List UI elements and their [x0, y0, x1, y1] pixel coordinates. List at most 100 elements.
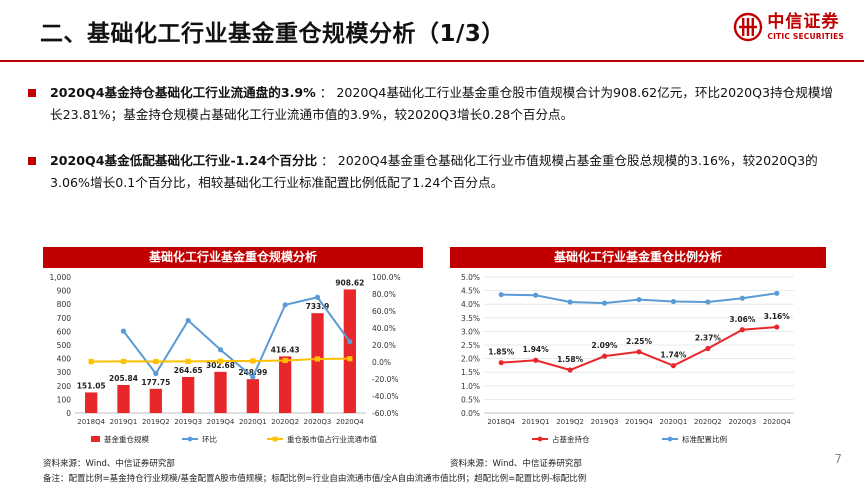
line-point	[153, 358, 159, 365]
y-tick-left: 500	[57, 341, 72, 350]
y-tick-left: 1,000	[50, 273, 72, 282]
bullet-2: 2020Q4基金低配基础化工行业-1.24个百分比 ： 2020Q4基金重仓基础…	[28, 150, 838, 194]
x-tick-label: 2020Q1	[660, 418, 688, 426]
bullet-2-lead: 2020Q4基金低配基础化工行业-1.24个百分比	[50, 153, 318, 168]
legend-marker	[537, 436, 543, 442]
line-point	[533, 292, 539, 298]
page-number: 7	[834, 452, 842, 466]
line-point	[567, 367, 573, 373]
chart-title-allocation: 基础化工行业基金重仓比例分析	[450, 247, 826, 268]
line-point	[739, 295, 745, 301]
bar	[214, 371, 227, 413]
legend-label: 环比	[202, 434, 217, 444]
y-tick-left: 100	[57, 395, 72, 404]
y-tick-right: 20.0%	[372, 341, 396, 350]
x-tick-label: 2019Q4	[625, 418, 653, 426]
bar-data-label: 205.84	[109, 374, 138, 383]
y-tick-label: 3.5%	[461, 314, 480, 323]
y-tick-right: -60.0%	[372, 409, 399, 418]
bar	[246, 379, 259, 413]
logo-cn-text: 中信证券	[767, 11, 840, 32]
line-point	[705, 345, 711, 352]
bullet-square-icon	[28, 89, 36, 97]
y-tick-label: 0.5%	[461, 395, 480, 404]
line-point	[217, 347, 224, 353]
x-tick-label: 2020Q4	[763, 418, 791, 426]
line-point	[314, 294, 321, 300]
y-tick-right: -40.0%	[372, 392, 399, 401]
line-point	[601, 300, 608, 306]
bar	[85, 392, 98, 413]
y-tick-label: 1.5%	[461, 368, 480, 377]
legend-label: 标准配置比例	[682, 434, 727, 444]
x-tick-label: 2020Q2	[694, 418, 722, 426]
y-tick-label: 0.0%	[461, 409, 480, 418]
line-point	[774, 324, 780, 330]
x-tick-label: 2019Q1	[522, 418, 550, 426]
legend-marker	[187, 436, 193, 442]
bullet-2-body: 2020Q4基金重仓基础化工行业市值规模占基金重仓股总规模的3.16%，较202…	[50, 153, 818, 190]
logo-en-text: CITIC SECURITIES	[767, 31, 844, 41]
bullet-1: 2020Q4基金持仓基础化工行业流通盘的3.9% ： 2020Q4基础化工行业基…	[28, 82, 838, 126]
line-point	[185, 317, 191, 324]
bar-data-label: 908.62	[335, 278, 364, 287]
data-label: 3.16%	[764, 312, 791, 321]
y-tick-label: 4.5%	[461, 287, 480, 296]
x-tick-label: 2018Q4	[77, 418, 105, 426]
data-label: 1.94%	[523, 345, 550, 354]
x-tick-label: 2019Q3	[591, 418, 619, 426]
bar-data-label: 177.75	[141, 378, 170, 387]
line-point	[498, 292, 504, 298]
chart-panel-fund-holdings: 基础化工行业基金重仓规模分析 0 100 200 300 400 500 600 700 800…	[43, 247, 423, 469]
x-tick-label: 2019Q4	[207, 418, 235, 426]
line-point	[314, 356, 321, 362]
x-tick-label: 2018Q4	[487, 418, 515, 426]
bar	[343, 289, 356, 413]
y-tick-right: 60.0%	[372, 307, 396, 316]
line-point	[185, 358, 191, 364]
line-point	[498, 360, 504, 366]
legend-swatch-bar	[91, 436, 100, 442]
y-tick-left: 600	[57, 327, 72, 336]
bar	[311, 313, 324, 413]
line-point	[282, 357, 288, 364]
line-point	[739, 327, 745, 333]
series-line-qoq	[122, 296, 351, 379]
line-point	[217, 358, 224, 364]
bullet-2-sep: ：	[317, 153, 338, 168]
y-tick-label: 1.0%	[461, 382, 480, 391]
y-tick-right: 80.0%	[372, 290, 396, 299]
y-tick-label: 2.0%	[461, 355, 480, 364]
bar-data-label: 733.9	[306, 302, 330, 311]
y-tick-left: 0	[66, 409, 71, 418]
citic-logo: 中信证券 CITIC SECURITIES	[733, 12, 844, 42]
y-tick-left: 300	[57, 368, 72, 377]
x-tick-label: 2020Q2	[271, 418, 299, 426]
y-tick-right: -20.0%	[372, 375, 399, 384]
x-tick-label: 2020Q1	[239, 418, 267, 426]
line-point	[636, 296, 642, 303]
data-label: 3.06%	[729, 315, 756, 324]
legend-label: 占基金持仓	[552, 434, 590, 444]
bar-data-label: 151.05	[77, 381, 106, 390]
x-tick-label: 2020Q3	[728, 418, 756, 426]
y-tick-label: 2.5%	[461, 341, 480, 350]
bullet-1-lead: 2020Q4基金持仓基础化工行业流通盘的3.9%	[50, 85, 316, 100]
y-tick-label: 3.0%	[461, 327, 480, 336]
line-point	[120, 358, 127, 365]
x-tick-label: 2020Q4	[336, 418, 364, 426]
y-tick-left: 200	[57, 382, 72, 391]
line-point	[601, 353, 608, 359]
footnote: 备注：配置比例=基金持仓行业规模/基金配置A股市值规模；标配比例=行业自由流通市…	[43, 474, 587, 484]
legend-label: 重仓股市值占行业流通市值	[287, 434, 377, 444]
bar-data-label: 264.65	[174, 366, 203, 375]
data-label: 1.58%	[557, 355, 584, 364]
bullet-1-sep: ：	[315, 85, 337, 100]
bar	[149, 388, 162, 413]
y-tick-left: 700	[57, 314, 72, 323]
title-rule	[0, 60, 864, 62]
bar	[117, 385, 130, 413]
data-label: 2.09%	[592, 341, 619, 350]
line-point	[670, 363, 677, 369]
y-tick-right: 40.0%	[372, 324, 396, 333]
